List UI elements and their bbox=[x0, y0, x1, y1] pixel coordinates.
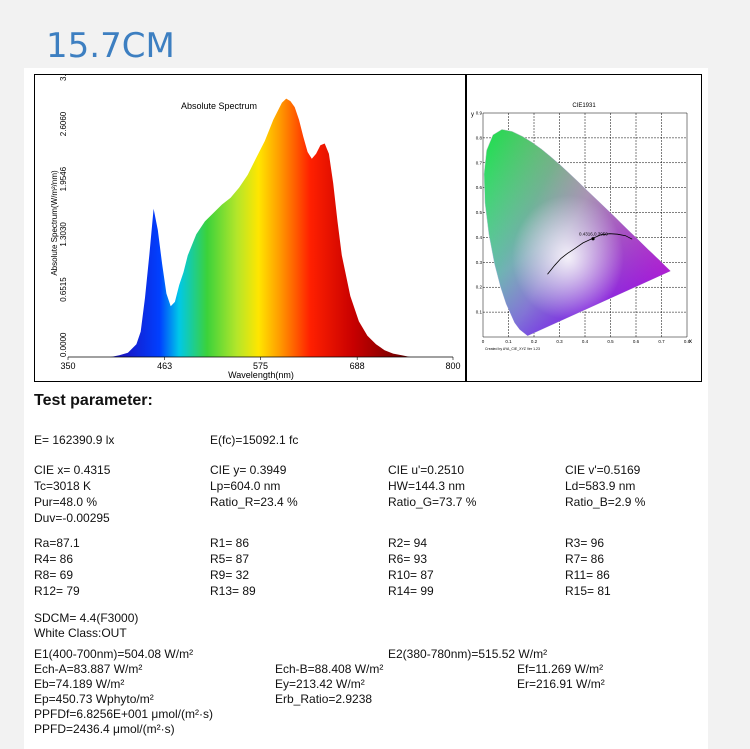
cie-x-tick-label: 0.8 bbox=[684, 339, 691, 344]
spectrum-area bbox=[110, 98, 411, 357]
param-r12: R12= 79 bbox=[34, 584, 80, 598]
param-e1: E1(400-700nm)=504.08 W/m² bbox=[34, 647, 194, 661]
planckian-locus bbox=[547, 233, 633, 275]
param-r11: R11= 86 bbox=[565, 568, 610, 582]
cie-y-tick-label: 0.2 bbox=[476, 285, 483, 290]
param-r14: R14= 99 bbox=[388, 584, 434, 598]
spectrum-xlabel: Wavelength(nm) bbox=[228, 370, 294, 380]
param-ratio-g: Ratio_G=73.7 % bbox=[388, 495, 477, 509]
param-white-class: White Class:OUT bbox=[34, 626, 127, 640]
param-r3: R3= 96 bbox=[565, 536, 605, 550]
param-pur: Pur=48.0 % bbox=[34, 495, 98, 509]
param-tc: Tc=3018 K bbox=[34, 479, 92, 493]
spectrum-x-tick-label: 575 bbox=[253, 361, 268, 371]
cie-chart: CIE1931 y x 0.4316,0.3950 0 0.1 0.2 0.3 0.4 0… bbox=[471, 103, 692, 351]
spectrum-x-tick-label: 800 bbox=[445, 361, 460, 371]
param-ppfdf: PPFDf=6.8256E+001 μmol/(m²·s) bbox=[34, 707, 213, 721]
cie-xlabel: x bbox=[689, 339, 692, 345]
param-hw: HW=144.3 nm bbox=[388, 479, 466, 493]
spectrum-y-tick-label: 1.3030 bbox=[59, 222, 68, 247]
param-ld: Ld=583.9 nm bbox=[565, 479, 636, 493]
cie-x-tick-label: 0.5 bbox=[607, 339, 614, 344]
param-r2: R2= 94 bbox=[388, 536, 428, 550]
param-ciey: CIE y= 0.3949 bbox=[210, 463, 287, 477]
param-r1: R1= 86 bbox=[210, 536, 250, 550]
param-e: E= 162390.9 lx bbox=[34, 433, 115, 447]
param-ratio-r: Ratio_R=23.4 % bbox=[210, 495, 298, 509]
cie-y-tick-label: 0.1 bbox=[476, 310, 483, 315]
cie-y-tick-label: 0.8 bbox=[476, 135, 483, 140]
param-ppfd: PPFD=2436.4 μmol/(m²·s) bbox=[34, 722, 175, 736]
param-duv: Duv=-0.00295 bbox=[34, 511, 110, 525]
cie-y-tick-label: 0.9 bbox=[476, 111, 483, 116]
param-lp: Lp=604.0 nm bbox=[210, 479, 281, 493]
param-r6: R6= 93 bbox=[388, 552, 428, 566]
param-er: Er=216.91 W/m² bbox=[517, 677, 605, 691]
param-erb: Erb_Ratio=2.9238 bbox=[275, 692, 373, 706]
cie-point-label: 0.4316,0.3950 bbox=[579, 232, 608, 237]
param-r5: R5= 87 bbox=[210, 552, 250, 566]
param-r7: R7= 86 bbox=[565, 552, 605, 566]
param-r13: R13= 89 bbox=[210, 584, 256, 598]
cie-y-tick-label: 0.6 bbox=[476, 185, 483, 190]
param-ey: Ey=213.42 W/m² bbox=[275, 677, 365, 691]
cie-x-tick-label: 0.7 bbox=[658, 339, 665, 344]
param-ef: Ef=11.269 W/m² bbox=[517, 662, 604, 676]
cie-title: CIE1931 bbox=[572, 103, 596, 109]
spectrum-y-tick-label: 2.6060 bbox=[59, 111, 68, 136]
cie-ylabel: y bbox=[471, 112, 474, 118]
cie-x-tick-label: 0.3 bbox=[556, 339, 563, 344]
spectrum-title: Absolute Spectrum bbox=[181, 101, 257, 111]
spectrum-y-tick-label: 0.6515 bbox=[59, 277, 68, 302]
param-r8: R8= 69 bbox=[34, 568, 74, 582]
param-eb: Eb=74.189 W/m² bbox=[34, 677, 125, 691]
spectrum-panel: 350 463 575 688 800 0.0000 0.6515 1.3030 1.9546 2… bbox=[34, 56, 466, 382]
param-r4: R4= 86 bbox=[34, 552, 74, 566]
param-ech-b: Ech-B=88.408 W/m² bbox=[275, 662, 384, 676]
cie-chromaticity-point bbox=[591, 237, 595, 241]
param-ep: Ep=450.73 Wphyto/m² bbox=[34, 692, 154, 706]
cie-y-tick-label: 0.5 bbox=[476, 210, 483, 215]
cie-x-tick-label: 0.4 bbox=[582, 339, 589, 344]
spectrum-x-tick-label: 463 bbox=[157, 361, 172, 371]
spectrum-x-tick-label: 688 bbox=[350, 361, 365, 371]
param-ciex: CIE x= 0.4315 bbox=[34, 463, 111, 477]
spectrum-chart: 350 463 575 688 800 0.0000 0.6515 1.3030 1.9546 2… bbox=[50, 56, 461, 380]
cie-x-tick-label: 0 bbox=[482, 339, 485, 344]
cie-y-tick-label: 0.4 bbox=[476, 235, 483, 240]
param-ra: Ra=87.1 bbox=[34, 536, 80, 550]
spectrum-y-tick-label: 0.0000 bbox=[59, 332, 68, 357]
spectrum-x-tick-label: 350 bbox=[60, 361, 75, 371]
param-ratio-b: Ratio_B=2.9 % bbox=[565, 495, 646, 509]
page-title: 15.7CM bbox=[46, 26, 175, 66]
cie-y-tick-label: 0.3 bbox=[476, 260, 483, 265]
param-e2: E2(380-780nm)=515.52 W/m² bbox=[388, 647, 548, 661]
cie-footer: Created by AYA_CIE_XYZ Ver 1.23 bbox=[485, 347, 540, 351]
param-r10: R10= 87 bbox=[388, 568, 434, 582]
cie-white-overlay bbox=[484, 129, 671, 336]
cie-y-tick-label: 0.7 bbox=[476, 160, 483, 165]
param-ech-a: Ech-A=83.887 W/m² bbox=[34, 662, 143, 676]
test-parameter-title: Test parameter: bbox=[34, 392, 153, 409]
param-r15: R15= 81 bbox=[565, 584, 611, 598]
cie-x-tick-label: 0.1 bbox=[505, 339, 512, 344]
param-cieu: CIE u'=0.2510 bbox=[388, 463, 465, 477]
cie-x-tick-label: 0.2 bbox=[531, 339, 538, 344]
param-efc: E(fc)=15092.1 fc bbox=[210, 433, 299, 447]
param-r9: R9= 32 bbox=[210, 568, 250, 582]
spectrum-y-tick-label: 1.9546 bbox=[59, 166, 68, 191]
cie-x-tick-label: 0.6 bbox=[633, 339, 640, 344]
spectrum-ylabel: Absolute Spectrum(W/m²/nm) bbox=[50, 170, 59, 276]
cie-panel: CIE1931 y x 0.4316,0.3950 0 0.1 0.2 0.3 0.4 0… bbox=[466, 74, 702, 382]
param-sdcm: SDCM= 4.4(F3000) bbox=[34, 611, 139, 625]
param-ciev: CIE v'=0.5169 bbox=[565, 463, 641, 477]
